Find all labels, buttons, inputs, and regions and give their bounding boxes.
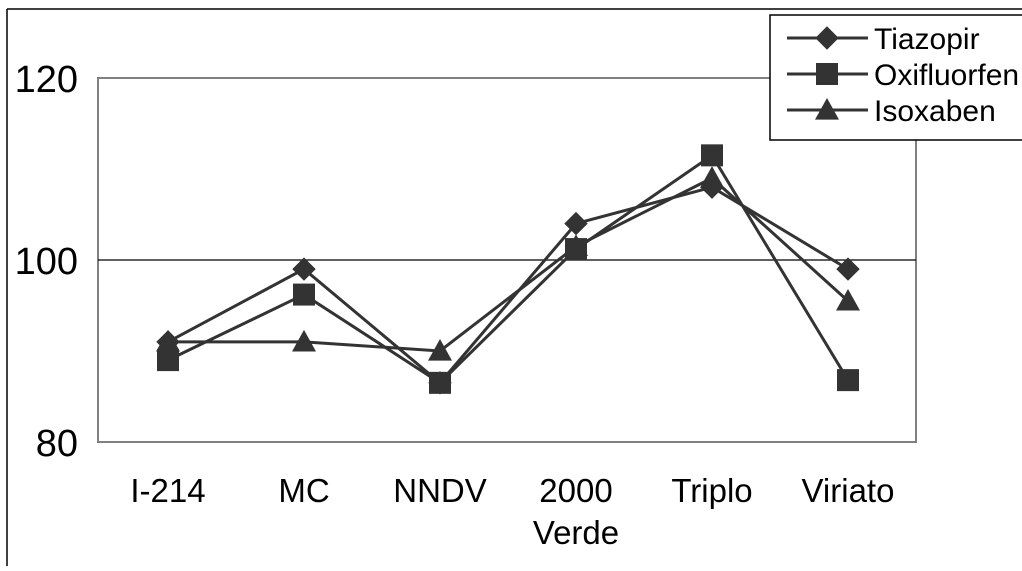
series-layer	[156, 144, 860, 395]
legend-marker-isoxaben	[815, 98, 839, 120]
x-tick-label: 2000	[539, 472, 612, 509]
x-tick-label: Viriato	[802, 472, 895, 509]
data-point-tiazopir	[292, 257, 316, 281]
data-point-oxifluorfen	[293, 283, 315, 306]
legend-box	[769, 14, 1022, 141]
data-point-isoxaben	[700, 166, 724, 188]
x-tick-label: I-214	[130, 472, 205, 509]
legend-label-isoxaben: Isoxaben	[874, 95, 996, 128]
y-tick-label: 100	[15, 241, 78, 283]
legend-marker-tiazopir	[815, 26, 839, 50]
legend-label-tiazopir: Tiazopir	[874, 23, 980, 56]
x-tick-label: Verde	[533, 514, 619, 551]
series-line-tiazopir	[167, 185, 849, 385]
data-point-oxifluorfen	[701, 144, 723, 167]
series-line-isoxaben	[168, 176, 850, 353]
data-point-tiazopir	[836, 257, 860, 281]
data-point-oxifluorfen	[157, 349, 179, 372]
data-point-oxifluorfen	[837, 369, 859, 392]
series-line-oxifluorfen	[167, 153, 850, 385]
x-tick-label: NNDV	[393, 472, 487, 509]
legend-label-oxifluorfen: Oxifluorfen	[874, 59, 1019, 92]
x-tick-label: MC	[278, 472, 329, 509]
x-tick-label: Triplo	[671, 472, 752, 509]
data-point-isoxaben	[428, 339, 452, 361]
legend-marker-oxifluorfen	[816, 63, 838, 85]
data-point-isoxaben	[564, 234, 588, 256]
y-tick-label: 80	[36, 423, 78, 465]
y-tick-label: 120	[15, 59, 78, 101]
data-point-isoxaben	[836, 288, 860, 311]
data-point-oxifluorfen	[429, 371, 451, 394]
data-point-isoxaben	[156, 329, 180, 352]
data-point-isoxaben	[292, 329, 316, 352]
axis-layer: 120 100 80 I-214 MC NNDV 2000 Verde Triplo Viriat…	[15, 59, 895, 551]
